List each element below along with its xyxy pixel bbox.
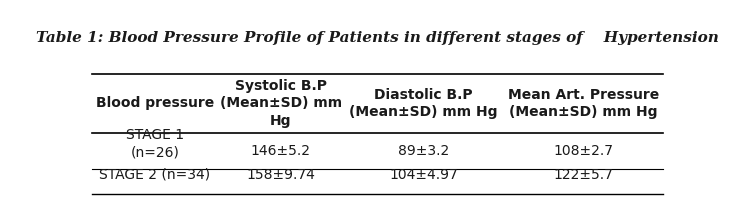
Text: 146±5.2: 146±5.2 (251, 144, 310, 158)
Text: Mean Art. Pressure
(Mean±SD) mm Hg: Mean Art. Pressure (Mean±SD) mm Hg (508, 88, 659, 119)
Text: Diastolic B.P
(Mean±SD) mm Hg: Diastolic B.P (Mean±SD) mm Hg (349, 88, 497, 119)
Text: 158±9.74: 158±9.74 (246, 168, 315, 182)
Text: 108±2.7: 108±2.7 (553, 144, 613, 158)
Text: 89±3.2: 89±3.2 (398, 144, 449, 158)
Text: STAGE 1
(n=26): STAGE 1 (n=26) (126, 128, 184, 160)
Text: Table 1: Blood Pressure Profile of Patients in different stages of    Hypertensi: Table 1: Blood Pressure Profile of Patie… (36, 31, 719, 46)
Text: Systolic B.P
(Mean±SD) mm
Hg: Systolic B.P (Mean±SD) mm Hg (220, 79, 342, 128)
Text: STAGE 2 (n=34): STAGE 2 (n=34) (99, 168, 211, 182)
Text: 122±5.7: 122±5.7 (553, 168, 613, 182)
Text: Blood pressure: Blood pressure (96, 97, 214, 110)
Text: 104±4.97: 104±4.97 (389, 168, 458, 182)
